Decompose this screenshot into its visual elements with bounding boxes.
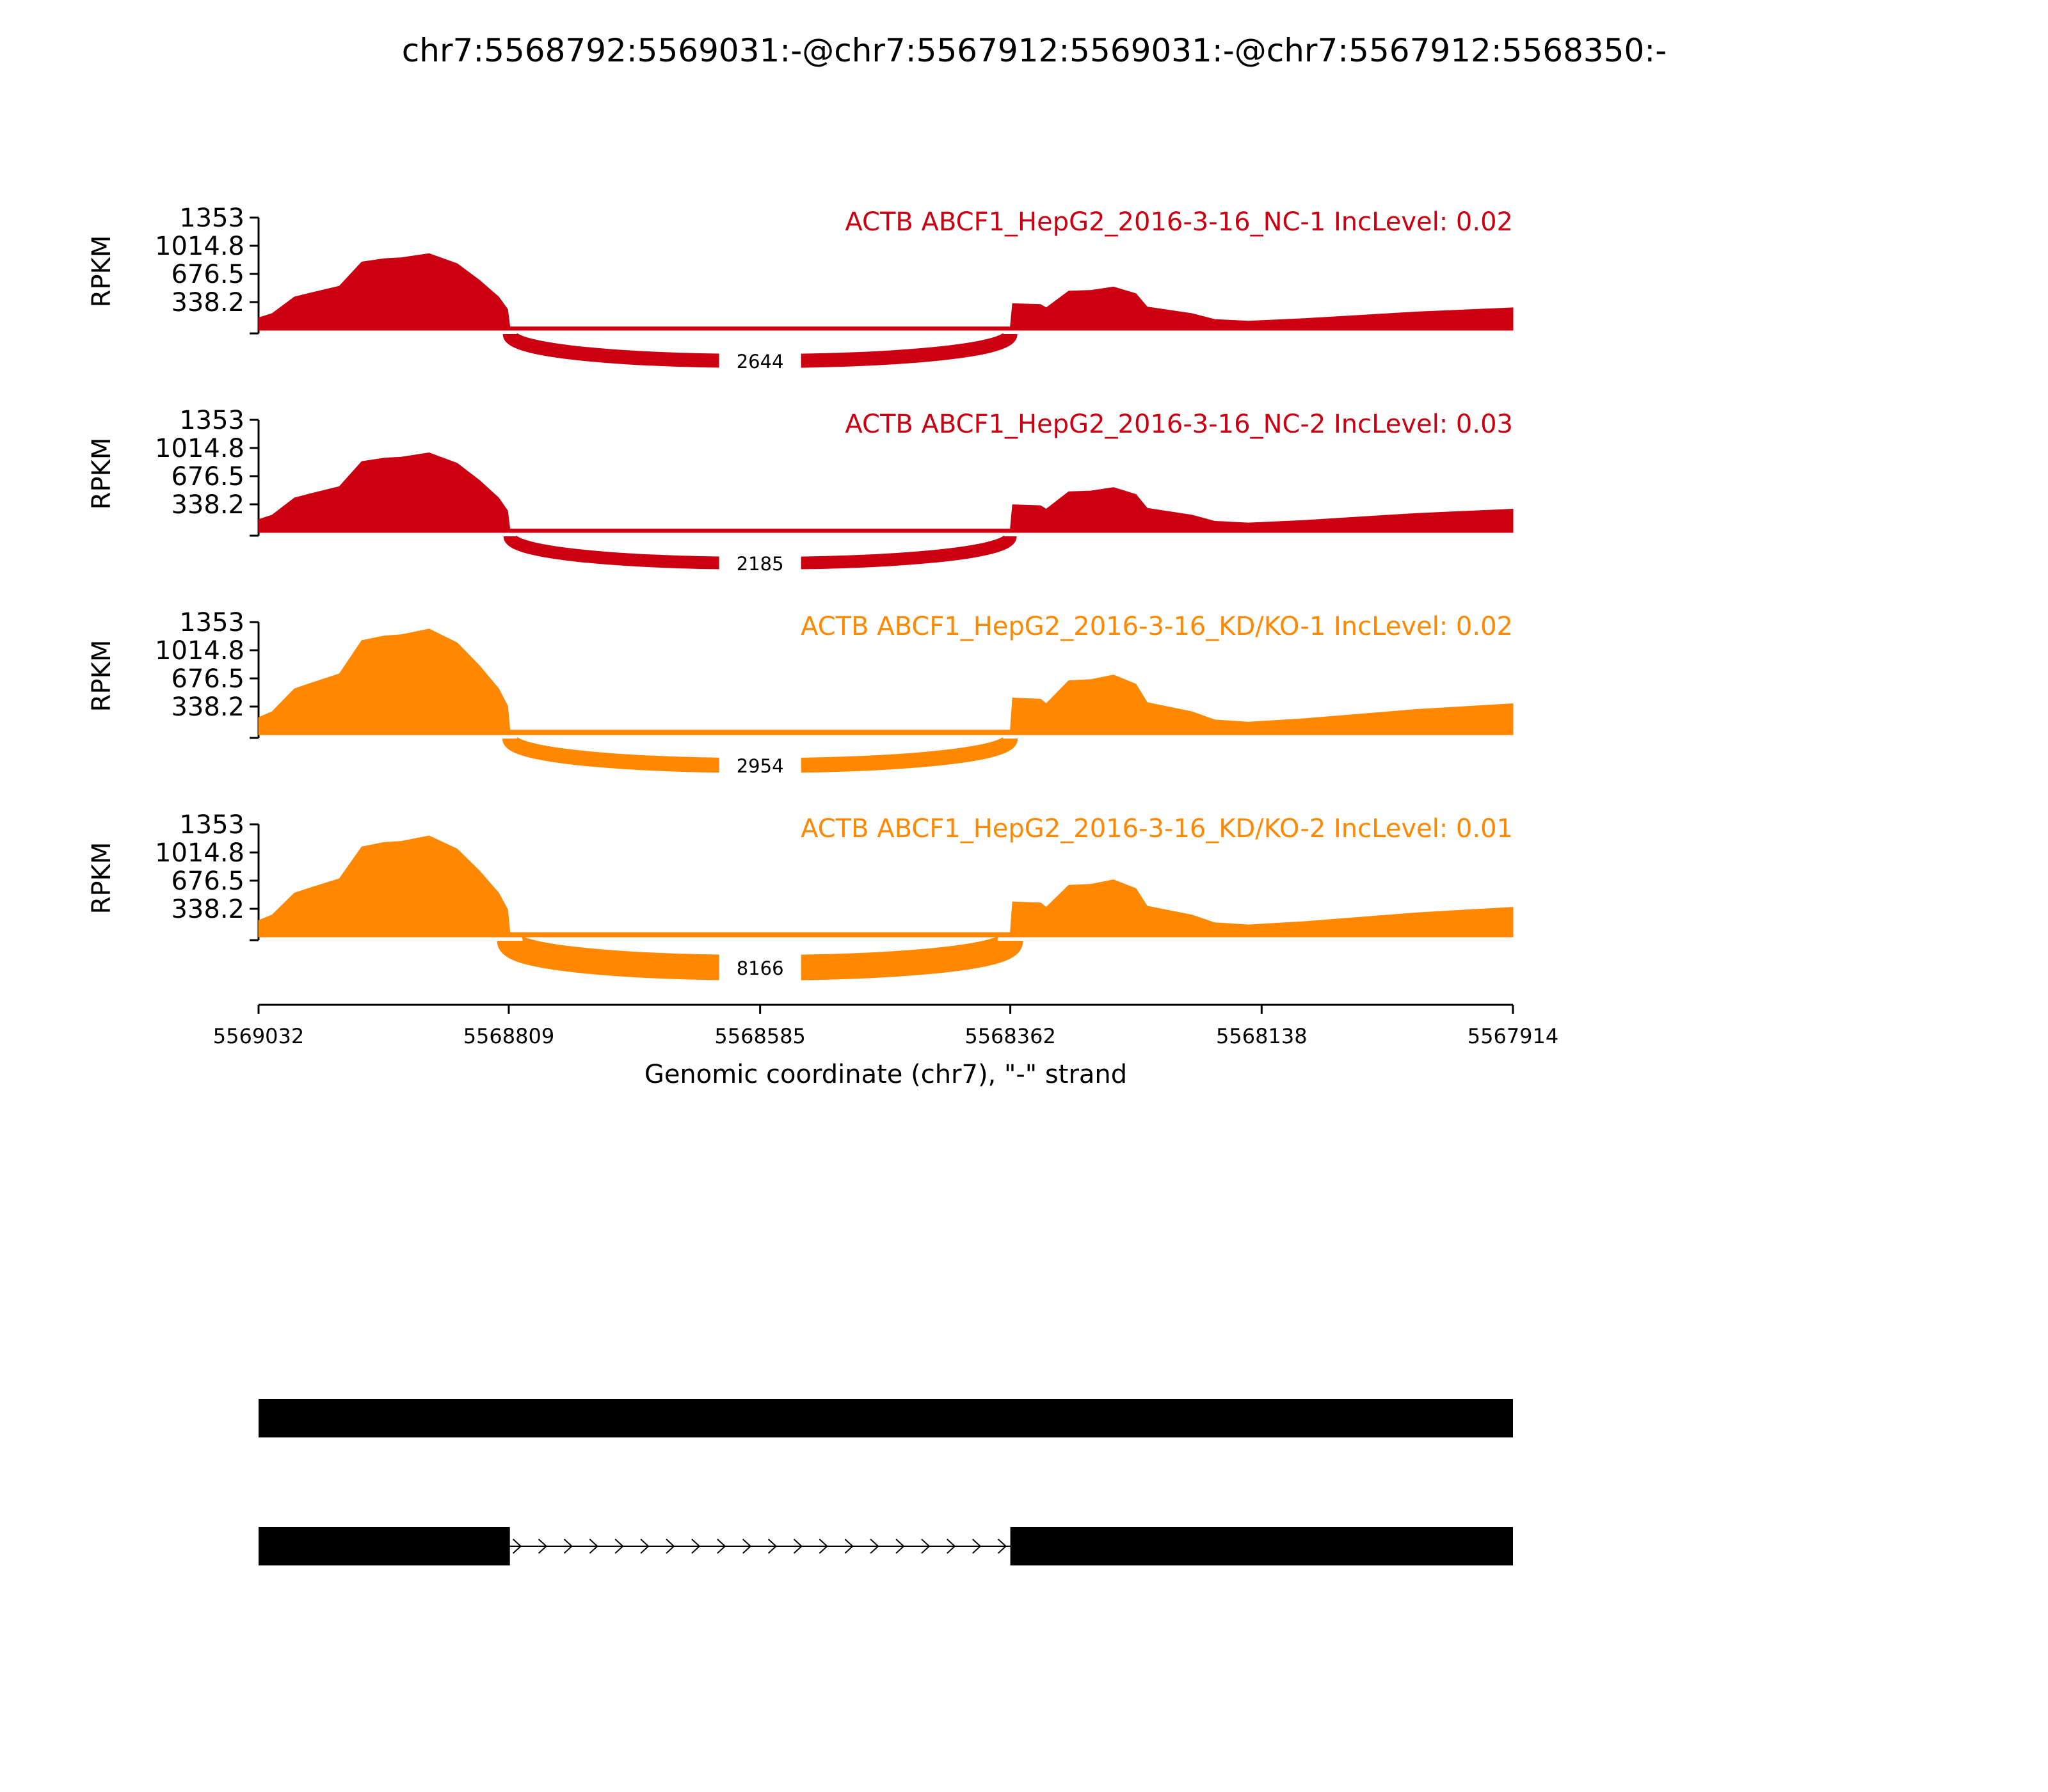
- exon-block: [259, 1527, 510, 1565]
- strand-chevron-icon: [793, 1539, 803, 1554]
- y-tick-label: 1014.8: [155, 636, 244, 666]
- strand-chevron-icon: [691, 1539, 701, 1554]
- y-axis-label: RPKM: [87, 842, 116, 915]
- y-tick-label: 1353: [179, 204, 244, 233]
- strand-chevron-icon: [742, 1539, 752, 1554]
- strand-chevron-icon: [538, 1539, 548, 1554]
- sample-label: ACTB ABCF1_HepG2_2016-3-16_NC-2 IncLevel…: [845, 410, 1513, 439]
- junction-count-label: 2185: [737, 553, 784, 575]
- y-axis-label: RPKM: [87, 438, 116, 510]
- y-axis-label: RPKM: [87, 236, 116, 308]
- junction-count-label: 8166: [737, 957, 784, 979]
- y-tick-label: 1353: [179, 406, 244, 435]
- y-tick-label: 1014.8: [155, 232, 244, 261]
- strand-chevron-icon: [614, 1539, 624, 1554]
- y-tick-label: 676.5: [171, 462, 244, 492]
- transcript-row: [259, 1527, 1513, 1565]
- strand-chevron-icon: [997, 1539, 1007, 1554]
- y-tick-label: 1353: [179, 608, 244, 637]
- exon-block: [1010, 1527, 1513, 1565]
- junction-count-label: 2644: [737, 351, 784, 372]
- x-axis: 5569032 5568809 5568585 5568362 5568138 55679…: [213, 1004, 1559, 1048]
- strand-chevron-icon: [947, 1539, 956, 1554]
- y-tick-label: 676.5: [171, 867, 244, 896]
- x-tick-label: 5568362: [964, 1024, 1056, 1048]
- y-tick-label: 676.5: [171, 664, 244, 694]
- junction-count-label: 2954: [737, 755, 784, 777]
- strand-chevron-icon: [563, 1539, 573, 1554]
- strand-chevron-icon: [921, 1539, 931, 1554]
- y-tick-label: 338.2: [171, 692, 244, 722]
- x-tick-label: 5568585: [714, 1024, 806, 1048]
- x-tick-label: 5568809: [463, 1024, 555, 1048]
- strand-chevron-icon: [666, 1539, 675, 1554]
- coverage-area: [258, 835, 1514, 938]
- y-tick-label: 338.2: [171, 288, 244, 317]
- strand-chevron-icon: [717, 1539, 726, 1554]
- y-axis-label: RPKM: [87, 640, 116, 712]
- sample-label: ACTB ABCF1_HepG2_2016-3-16_NC-1 IncLevel…: [845, 207, 1513, 237]
- strand-chevron-icon: [895, 1539, 905, 1554]
- x-tick-label: 5569032: [213, 1024, 305, 1048]
- sample-label: ACTB ABCF1_HepG2_2016-3-16_KD/KO-2 IncLe…: [801, 814, 1513, 844]
- exon-block: [259, 1399, 1513, 1437]
- strand-chevron-icon: [767, 1539, 778, 1554]
- x-axis-label: Genomic coordinate (chr7), "-" strand: [644, 1060, 1127, 1089]
- junction-label-bg: [719, 344, 801, 378]
- strand-chevron-icon: [972, 1539, 982, 1554]
- strand-chevron-icon: [513, 1539, 522, 1554]
- coverage-area: [258, 452, 1514, 533]
- y-tick-label: 1014.8: [155, 434, 244, 463]
- y-tick-label: 676.5: [171, 260, 244, 289]
- y-tick-label: 1353: [179, 810, 244, 840]
- junction-label-bg: [719, 951, 801, 984]
- strand-chevron-icon: [870, 1539, 879, 1554]
- strand-chevron-icon: [640, 1539, 650, 1554]
- y-tick-label: 1014.8: [155, 838, 244, 868]
- strand-chevron-icon: [589, 1539, 598, 1554]
- y-tick-label: 338.2: [171, 490, 244, 520]
- y-tick-label: 338.2: [171, 895, 244, 924]
- strand-chevron-icon: [844, 1539, 854, 1554]
- transcript-row: [259, 1399, 1513, 1437]
- coverage-area: [258, 253, 1514, 331]
- coverage-area: [258, 628, 1514, 735]
- junction-label-bg: [719, 547, 801, 580]
- sample-label: ACTB ABCF1_HepG2_2016-3-16_KD/KO-1 IncLe…: [801, 612, 1513, 641]
- junction-label-bg: [719, 749, 801, 782]
- chart-title: chr7:5568792:5569031:-@chr7:5567912:5569…: [402, 32, 1667, 69]
- x-tick-label: 5568138: [1216, 1024, 1308, 1048]
- strand-chevron-icon: [819, 1539, 828, 1554]
- gene-model-track: [259, 1399, 1513, 1565]
- x-tick-label: 5567914: [1468, 1024, 1559, 1048]
